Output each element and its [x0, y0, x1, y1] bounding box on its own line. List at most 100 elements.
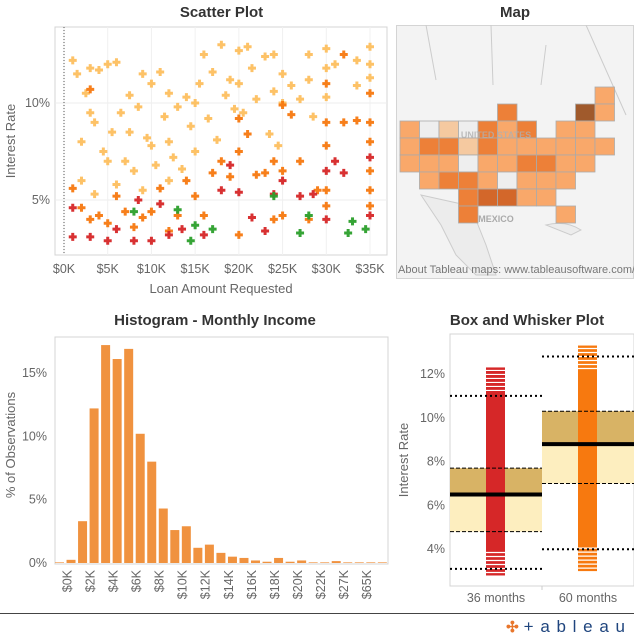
scatter-point [322, 118, 331, 127]
scatter-point [164, 89, 173, 98]
scatter-point [366, 118, 374, 127]
state-in [497, 137, 518, 156]
scatter-point [77, 203, 86, 212]
y-axis-title: Interest Rate [396, 423, 411, 497]
state-az [419, 171, 440, 190]
x-tick-label: $65K [360, 569, 374, 599]
scatter-point [90, 190, 99, 199]
scatter-point [186, 236, 195, 245]
scatter-point [204, 114, 213, 123]
box-whisker-chart[interactable]: 4% 6% 8% 10% 12% 36 months 60 months Interest R… [394, 300, 634, 610]
state-wi [497, 103, 518, 122]
scatter-point [226, 75, 235, 84]
scatter-point [121, 207, 130, 216]
scatter-point [304, 211, 313, 220]
scatter-point [296, 95, 305, 104]
scatter-point [322, 64, 331, 73]
histogram-bar [147, 461, 157, 563]
state-ar [477, 171, 498, 190]
scatter-point [125, 128, 134, 137]
x-tick-label: $27K [337, 569, 351, 599]
scatter-point [199, 50, 208, 59]
y-axis-title: % of Observations [3, 391, 18, 498]
state-la [477, 188, 498, 207]
scatter-point [344, 228, 353, 237]
scatter-point [199, 211, 208, 220]
state-wa [399, 120, 420, 139]
x-tick-label: $0K [53, 262, 76, 276]
scatter-point [156, 184, 165, 193]
tableau-logo[interactable]: ✣ + a b l e a u [506, 617, 626, 637]
scatter-point [156, 67, 165, 76]
scatter-point [234, 147, 243, 156]
histogram-bar [101, 345, 111, 563]
state-ma [575, 120, 596, 139]
scatter-point [217, 157, 226, 166]
tableau-logo-icon: ✣ [506, 619, 520, 636]
scatter-point [269, 157, 278, 166]
scatter-point [195, 79, 204, 88]
histogram-chart[interactable]: 0% 5% 10% 15% $0K $2K $4K $6K $8K $10K $12K $14K $16… [0, 300, 395, 610]
scatter-point [199, 230, 208, 239]
y-tick-label: 0% [29, 556, 47, 570]
scatter-point [274, 141, 283, 150]
scatter-point [322, 166, 331, 175]
scatter-point [217, 186, 226, 195]
histogram-bar [285, 561, 295, 563]
state-vt [575, 103, 596, 122]
map-title: Map [500, 4, 530, 21]
scatter-point [86, 232, 95, 241]
histogram-bar [320, 562, 330, 563]
y-tick-label: 10% [420, 411, 445, 425]
scatter-point [112, 192, 121, 201]
scatter-point [103, 60, 112, 69]
y-tick-label: 15% [22, 366, 47, 380]
scatter-point [208, 67, 217, 76]
scatter-point [296, 157, 305, 166]
x-tick-label: $35K [355, 262, 385, 276]
scatter-point [366, 201, 374, 210]
x-tick-label: $10K [176, 569, 190, 599]
y-tick-label: 10% [22, 429, 47, 443]
y-tick-label: 4% [427, 542, 445, 556]
histogram-bar [227, 556, 237, 563]
x-tick-label: $25K [268, 262, 298, 276]
x-tick-label: $14K [222, 569, 236, 599]
state-nh [594, 103, 615, 122]
histogram-bar [343, 562, 353, 563]
scatter-point [366, 42, 374, 51]
state-nv [419, 137, 440, 156]
histogram-bar [251, 560, 261, 563]
scatter-point [348, 217, 357, 226]
map-attribution-link[interactable]: About Tableau maps: www.tableausoftware.… [398, 264, 634, 276]
scatter-point [304, 50, 313, 59]
country-label-us: UNITED STATES [461, 130, 531, 140]
border-lines [425, 25, 627, 116]
state-ok [458, 188, 479, 207]
scatter-point [86, 85, 95, 94]
scatter-point [287, 81, 296, 90]
histogram-bar [354, 562, 364, 563]
category-label: 36 months [467, 591, 525, 605]
state-id [419, 120, 440, 139]
scatter-point [243, 42, 252, 51]
map-view[interactable]: UNITED STATES MEXICO [396, 25, 634, 280]
scatter-point [121, 157, 130, 166]
scatter-point [234, 46, 243, 55]
scatter-point [366, 137, 374, 146]
scatter-point [103, 157, 112, 166]
scatter-point [164, 137, 173, 146]
scatter-plot[interactable]: 5% 10% $0K $5K $10K $15K $20K $25K $30K $35K Loan … [0, 0, 395, 305]
scatter-point [129, 236, 138, 245]
scatter-point [234, 230, 243, 239]
histogram-bar [78, 521, 88, 563]
histogram-bar [170, 530, 180, 563]
scatter-point [361, 225, 370, 234]
tableau-logo-text: + a b l e a u [523, 617, 626, 636]
y-tick-label: 12% [420, 367, 445, 381]
histogram-bar [89, 408, 99, 563]
state-nc [516, 171, 537, 190]
histogram-bar [158, 508, 168, 563]
x-tick-label: $6K [130, 569, 144, 592]
scatter-point [234, 188, 243, 197]
